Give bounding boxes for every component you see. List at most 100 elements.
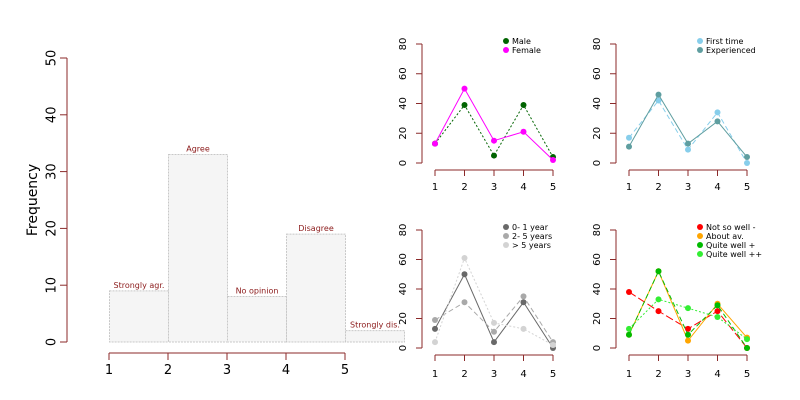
y-tick-label: 40 [398,283,409,296]
data-point [714,302,721,309]
data-point [655,91,662,98]
x-tick-label: 4 [282,363,290,378]
data-point [744,336,750,343]
y-tick-label: 60 [398,253,409,266]
legend-label: Not so well - [706,223,756,232]
x-tick-label: 2 [164,363,172,378]
legend-marker [697,251,703,257]
y-tick-label: 80 [398,224,409,237]
data-point [714,109,721,116]
bar-label: Strongly dis. [350,321,400,330]
y-tick-label: 0 [398,160,409,166]
data-point [685,337,691,344]
y-tick-label: 40 [592,283,603,296]
data-point [432,140,438,147]
series-line [434,103,554,158]
legend-label: About av. [706,232,744,241]
data-point [461,299,468,306]
y-tick-label: 40 [592,97,603,110]
data-point [685,146,691,153]
data-point [685,331,691,338]
y-tick-label: 10 [45,277,60,294]
data-point [491,152,497,159]
data-point [550,342,556,349]
bar [345,330,405,343]
x-tick-label: 4 [714,369,720,380]
y-tick-label: 40 [45,107,60,124]
data-point [744,345,750,351]
x-tick-label: 3 [223,363,231,378]
y-tick-label: 20 [592,127,603,140]
data-point [461,271,468,278]
data-point [626,331,632,338]
x-tick-label: 1 [432,182,438,193]
x-tick-label: 5 [550,369,556,380]
data-point [491,319,497,326]
x-tick-label: 4 [520,369,526,380]
y-tick-label: 30 [45,163,60,180]
legend-marker [697,233,703,239]
data-point [491,328,497,335]
legend-marker [697,38,703,44]
y-tick-label: 0 [398,345,409,351]
data-point [744,160,750,166]
data-point [655,296,662,303]
y-tick-label: 80 [592,38,603,51]
data-point [714,118,721,125]
x-tick-label: 1 [105,363,113,378]
data-point [432,325,438,332]
y-tick-label: 80 [592,224,603,237]
y-axis-label: Frequency [25,164,41,236]
legend-marker [697,47,703,53]
y-tick-label: 40 [398,97,409,110]
y-tick-label: 20 [592,312,603,325]
y-tick-label: 20 [398,312,409,325]
bar-label: Agree [186,145,210,154]
y-tick-label: 20 [45,220,60,237]
data-point [432,339,438,346]
x-tick-label: 1 [432,369,438,380]
y-tick-label: 60 [592,67,603,80]
data-point [655,97,662,104]
legend-label: Quite well ++ [706,250,762,259]
x-tick-label: 2 [655,182,661,193]
legend-label: Experienced [706,46,756,55]
x-tick-label: 2 [655,369,661,380]
legend-marker [697,224,703,230]
data-point [655,268,662,275]
data-point [461,85,468,92]
bar-label: Disagree [298,224,334,233]
data-point [714,308,721,315]
x-tick-label: 3 [491,182,497,193]
data-point [520,299,527,306]
data-point [461,101,468,108]
data-point [520,101,527,108]
legend-label: First time [706,37,744,46]
data-point [714,314,721,321]
bar [286,233,346,343]
bar [168,154,228,343]
y-tick-label: 0 [45,338,60,346]
data-point [626,325,632,332]
legend-label: Male [512,37,531,46]
data-point [461,255,468,262]
data-point [550,157,556,164]
bar [227,296,287,343]
legend-marker [503,242,509,248]
series-line [628,99,748,164]
legend-label: 2- 5 years [512,232,552,241]
data-point [432,316,438,323]
data-point [520,128,527,135]
y-tick-label: 60 [592,253,603,266]
data-point [520,293,527,300]
series-line [434,273,554,349]
x-tick-label: 5 [744,182,750,193]
data-point [626,134,632,141]
data-point [685,305,691,312]
legend-marker [503,38,509,44]
legend-marker [697,242,703,248]
